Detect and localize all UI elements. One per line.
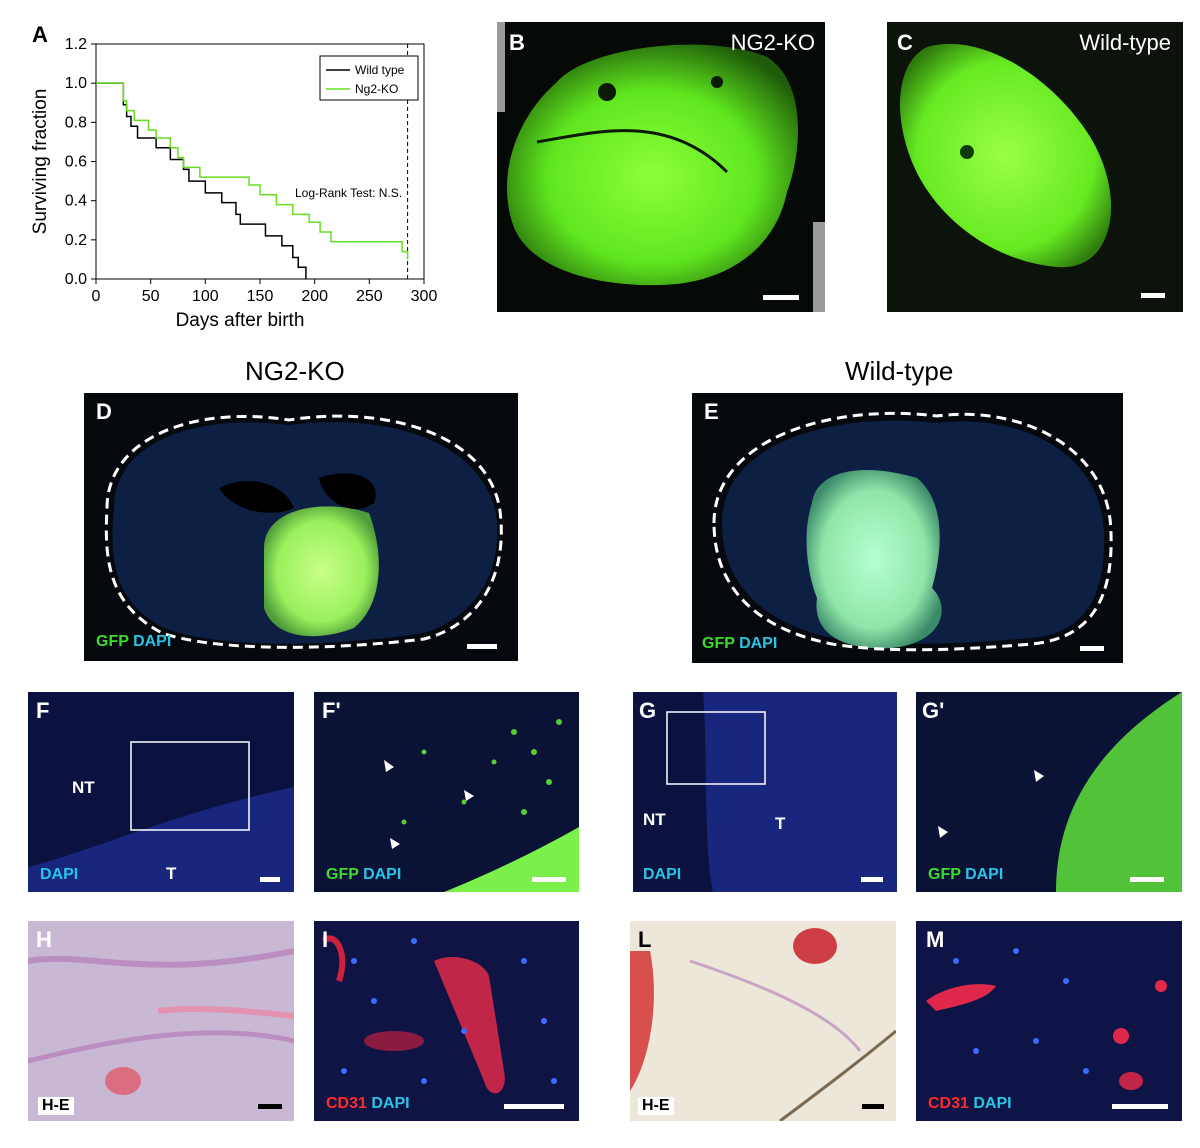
stain-label: GFP DAPI <box>702 635 778 652</box>
panel-l-image: L H-E <box>630 921 896 1121</box>
series-line-wild-type <box>96 82 307 279</box>
series-line-ng2-ko <box>96 82 409 260</box>
x-tick-label: 0 <box>92 288 101 305</box>
stain-label: H-E <box>638 1097 674 1115</box>
panel-label-c: C <box>897 30 913 55</box>
panel-b-title: NG2-KO <box>730 30 815 55</box>
panel-label-g: G <box>639 698 657 723</box>
panel-e-image: E GFP DAPI <box>692 393 1123 663</box>
stain-label: H-E <box>38 1097 74 1115</box>
heading-ng2-ko: NG2-KO <box>245 356 345 386</box>
panel-g-image: G NT T DAPI <box>633 692 897 892</box>
panel-f-image: F NT T DAPI <box>28 692 294 892</box>
x-tick-label: 200 <box>301 288 328 305</box>
tissue-label-t: T <box>775 814 786 833</box>
panel-label-i: I <box>322 927 329 952</box>
y-tick-label: 0.6 <box>65 154 87 171</box>
y-tick-label: 0.4 <box>65 193 87 210</box>
stain-label: CD31 DAPI <box>326 1095 410 1112</box>
stain-label: DAPI <box>643 866 682 883</box>
scale-bar <box>1080 646 1104 651</box>
panel-d-image: D GFP DAPI <box>84 393 518 661</box>
scale-bar <box>1130 877 1164 882</box>
stain-label: GFP DAPI <box>928 866 1004 883</box>
panel-label-m: M <box>926 927 945 952</box>
y-tick-label: 0.0 <box>65 271 87 288</box>
x-tick-label: 300 <box>411 288 438 305</box>
tissue-label-nt: NT <box>72 778 95 797</box>
panel-m-image: M CD31 DAPI <box>916 921 1182 1121</box>
survival-chart: 0 50 100 150 200 250 300 0.0 0.2 0.4 0.6 0.8 1.0 1.2 D… <box>30 36 438 331</box>
panel-label-b: B <box>509 30 525 55</box>
scale-bar <box>1112 1104 1168 1109</box>
heading-wild-type: Wild-type <box>845 356 954 386</box>
tissue-label-nt: NT <box>643 810 666 829</box>
stain-label: GFP DAPI <box>96 633 172 650</box>
y-tick-label: 1.2 <box>65 36 87 53</box>
stain-label: CD31 DAPI <box>928 1095 1012 1112</box>
scale-bar <box>504 1104 564 1109</box>
legend-entry: Ng2-KO <box>355 82 398 96</box>
stain-label: DAPI <box>40 866 79 883</box>
y-tick-label: 0.2 <box>65 232 87 249</box>
x-axis-title: Days after birth <box>176 310 305 331</box>
panel-label-f-prime: F' <box>322 698 341 723</box>
x-tick-label: 250 <box>356 288 383 305</box>
scale-bar <box>1141 293 1165 298</box>
scale-bar <box>258 1104 282 1109</box>
tissue-label-t: T <box>166 864 177 883</box>
panel-i-image: I CD31 DAPI <box>314 921 579 1121</box>
panel-label-a: A <box>32 22 48 47</box>
panel-label-d: D <box>96 399 112 424</box>
panel-label-l: L <box>638 927 652 952</box>
y-axis-title: Surviving fraction <box>30 89 51 235</box>
scale-bar <box>862 1104 884 1109</box>
y-tick-label: 0.8 <box>65 114 87 131</box>
panel-label-g-prime: G' <box>922 698 945 723</box>
panel-label-f: F <box>36 698 50 723</box>
scale-bar <box>861 877 883 882</box>
panel-b-image: B NG2-KO <box>497 22 825 312</box>
legend-box <box>319 55 419 101</box>
x-tick-label: 50 <box>142 288 160 305</box>
panel-c-title: Wild-type <box>1079 30 1171 55</box>
panel-label-e: E <box>704 399 719 424</box>
panel-h-image: H H-E <box>28 921 294 1121</box>
scale-bar <box>260 877 280 882</box>
panel-label-h: H <box>36 927 52 952</box>
scale-bar <box>467 644 497 649</box>
scale-bar <box>763 295 799 300</box>
x-tick-label: 100 <box>192 288 219 305</box>
panel-c-image: C Wild-type <box>887 22 1183 312</box>
panel-f-prime-image: F' GFP DAPI <box>314 692 579 892</box>
scale-bar <box>532 877 566 882</box>
legend-entry: Wild type <box>355 63 405 77</box>
y-tick-label: 1.0 <box>65 75 87 92</box>
chart-annotation: Log-Rank Test: N.S. <box>295 186 402 200</box>
stain-label: GFP DAPI <box>326 866 402 883</box>
x-tick-label: 150 <box>247 288 274 305</box>
panel-g-prime-image: G' GFP DAPI <box>916 692 1182 892</box>
